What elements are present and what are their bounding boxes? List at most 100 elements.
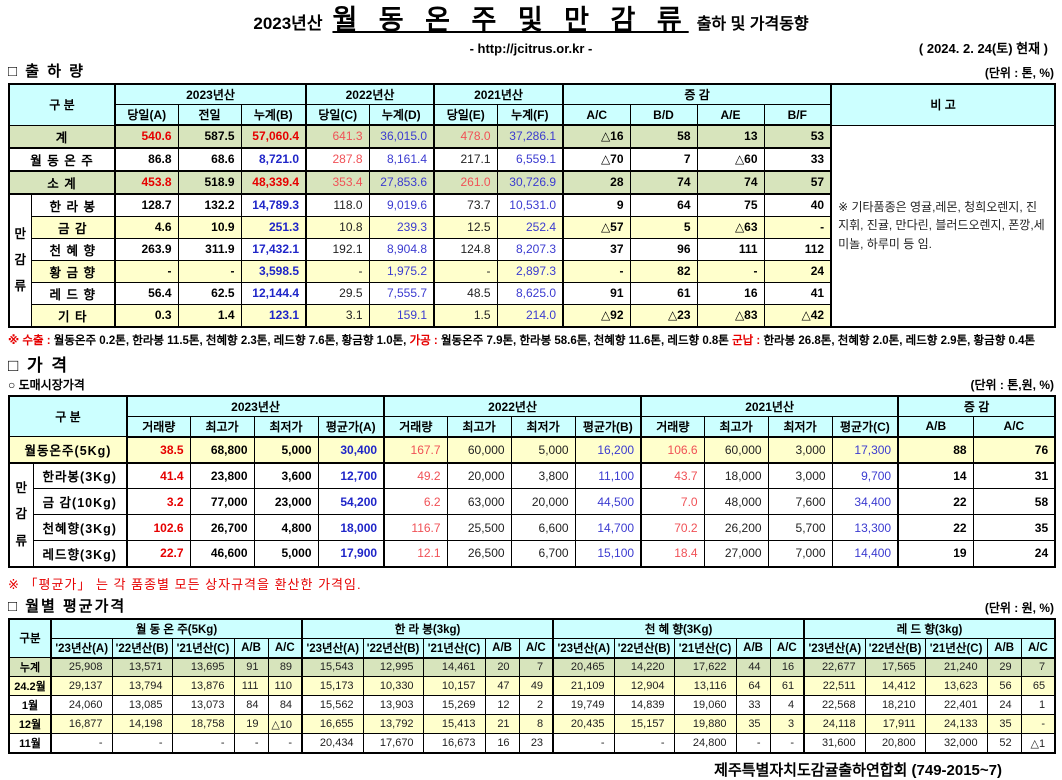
gubun-header: 구 분 <box>8 83 116 126</box>
value-cell: 31,600 <box>803 733 866 754</box>
value-cell: 48.5 <box>433 281 498 305</box>
column-header: 최고가 <box>189 415 255 438</box>
value-cell: 6,559.1 <box>496 147 564 172</box>
value-cell: 8 <box>518 714 554 734</box>
table-head: 구분 월 동 온 주(5Kg) 한 라 봉(3kg) 천 혜 향(3Kg) 레 드 향(… <box>8 618 1056 659</box>
value-cell: 102.6 <box>126 514 191 541</box>
value-cell: 41.4 <box>126 462 191 489</box>
value-cell: - <box>562 259 631 283</box>
column-header: '21년산(C) <box>673 637 737 659</box>
value-cell: 453.8 <box>114 170 179 195</box>
value-cell: 10,157 <box>422 676 486 696</box>
monthly-table: 구분 월 동 온 주(5Kg) 한 라 봉(3kg) 천 혜 향(3Kg) 레 드 향(… <box>8 617 1057 754</box>
column-header: '23년산(A) <box>552 637 615 659</box>
value-cell: 4.6 <box>114 215 179 239</box>
column-header: A/C <box>1020 637 1056 659</box>
value-cell: 22,677 <box>803 657 866 677</box>
value-cell: - <box>114 259 179 283</box>
value-cell: - <box>111 733 173 754</box>
row-label: 레드향(3Kg) <box>32 540 128 567</box>
value-cell: 24 <box>986 695 1022 715</box>
value-cell: 12.5 <box>433 215 498 239</box>
value-cell: 20 <box>484 657 520 677</box>
value-cell: 10,531.0 <box>496 193 564 217</box>
column-header: A/C <box>769 637 805 659</box>
value-cell: 47 <box>484 676 520 696</box>
value-cell: 6,700 <box>510 540 576 567</box>
table-row: 월동온주(5Kg) 38.5 68,800 5,000 30,400 167.7 60,00… <box>8 436 1056 464</box>
value-cell: 22 <box>897 488 974 515</box>
table-row: 11월 - - - - -20,434 17,670 16,673 16 23- -24,800- -… <box>8 733 1056 754</box>
value-cell: 111 <box>696 237 765 261</box>
price-footnote: ※ 「평균가」 는 각 품종별 모든 상자규격을 환산한 가격임. <box>8 576 362 592</box>
value-cell: 23,800 <box>189 462 255 489</box>
value-cell: 61 <box>629 281 698 305</box>
category-strip-label: 만 감 류 <box>8 462 34 567</box>
table-body: 월동온주(5Kg) 38.5 68,800 5,000 30,400 167.7 60,00… <box>8 436 1056 567</box>
value-cell: 74 <box>629 170 698 195</box>
value-cell: 251.3 <box>240 215 307 239</box>
column-group-header: 2023년산 <box>126 395 385 417</box>
column-header: 최저가 <box>767 415 833 438</box>
column-header: 평균가(B) <box>574 415 642 438</box>
value-cell: △23 <box>629 303 698 327</box>
value-cell: 118.0 <box>305 193 370 217</box>
value-cell: 5,000 <box>253 540 319 567</box>
value-cell: 287.8 <box>305 147 370 172</box>
value-cell: 43.7 <box>640 462 705 489</box>
title-main: 월 동 온 주 및 만 감 류 <box>332 5 689 35</box>
value-cell: △16 <box>562 124 631 149</box>
row-label: 기 타 <box>30 303 116 327</box>
table-row: 천혜향(3Kg) 102.6 26,700 4,800 18,000 116.7 25,50… <box>9 514 1056 541</box>
row-label: 레 드 향 <box>30 281 116 305</box>
value-cell: 27,853.6 <box>368 170 435 195</box>
row-label: 한 라 봉 <box>30 193 116 217</box>
value-cell: 30,726.9 <box>496 170 564 195</box>
value-cell: 56.4 <box>114 281 179 305</box>
value-cell: - <box>735 733 771 754</box>
value-cell: 13,623 <box>924 676 988 696</box>
footnote-segment: 가공 : <box>409 334 441 347</box>
column-header: 누계(B) <box>240 104 307 126</box>
gubun-header: 구 분 <box>8 395 128 437</box>
value-cell: △70 <box>562 147 631 172</box>
row-label: 누계 <box>8 657 52 677</box>
value-cell: - <box>305 259 370 283</box>
column-header: '22년산(B) <box>864 637 926 659</box>
price-section-header: □ 가 격 <box>8 351 1054 376</box>
column-header: '23년산(A) <box>803 637 866 659</box>
column-header: 거래량 <box>640 415 705 438</box>
column-header: 거래량 <box>126 415 191 438</box>
value-cell: 263.9 <box>114 237 179 261</box>
value-cell: 252.4 <box>496 215 564 239</box>
value-cell: 19,749 <box>552 695 615 715</box>
column-header: '22년산(B) <box>613 637 675 659</box>
value-cell: 1.4 <box>177 303 242 327</box>
value-cell: 22,568 <box>803 695 866 715</box>
header-row: 당일(A) 전일 누계(B) 당일(C) 누계(D) 당일(E) 누계(F) A/C B/D A/… <box>9 104 1055 126</box>
footnote-segment: 한라봉 26.8톤, 천혜향 2.0톤, 레드향 2.9톤, 황금향 0.4톤 <box>763 334 1036 347</box>
value-cell: 14 <box>897 462 974 489</box>
row-label: 1월 <box>8 695 52 715</box>
table-row: 금 감(10Kg) 3.2 77,000 23,000 54,200 6.2 63,000 2… <box>9 488 1056 515</box>
value-cell: 13,116 <box>673 676 737 696</box>
value-cell: 70.2 <box>640 514 705 541</box>
column-header: A/B <box>986 637 1022 659</box>
value-cell: 5,000 <box>510 436 576 464</box>
monthly-heading: □ 월별 평균가격 <box>8 597 127 615</box>
shipment-footnote: ※ 수출 : 월동온주 0.2톤, 한라봉 11.5톤, 천혜향 2.3톤, 레… <box>8 332 1054 348</box>
value-cell: 7,555.7 <box>368 281 435 305</box>
value-cell: 14,400 <box>831 540 899 567</box>
value-cell: 123.1 <box>240 303 307 327</box>
value-cell: 17,565 <box>864 657 926 677</box>
column-header: 거래량 <box>383 415 448 438</box>
value-cell: 3 <box>769 714 805 734</box>
value-cell: 353.4 <box>305 170 370 195</box>
value-cell: 24 <box>763 259 832 283</box>
value-cell: 84 <box>267 695 303 715</box>
column-header: A/C <box>562 104 631 126</box>
footnote-segment: 월동온주 7.9톤, 한라봉 58.6톤, 천혜향 11.6톤, 레드향 0.8… <box>440 334 733 347</box>
row-label: 금 감(10Kg) <box>32 488 128 515</box>
shipment-heading: □ 출 하 량 <box>8 63 85 80</box>
value-cell: 15,100 <box>574 540 642 567</box>
